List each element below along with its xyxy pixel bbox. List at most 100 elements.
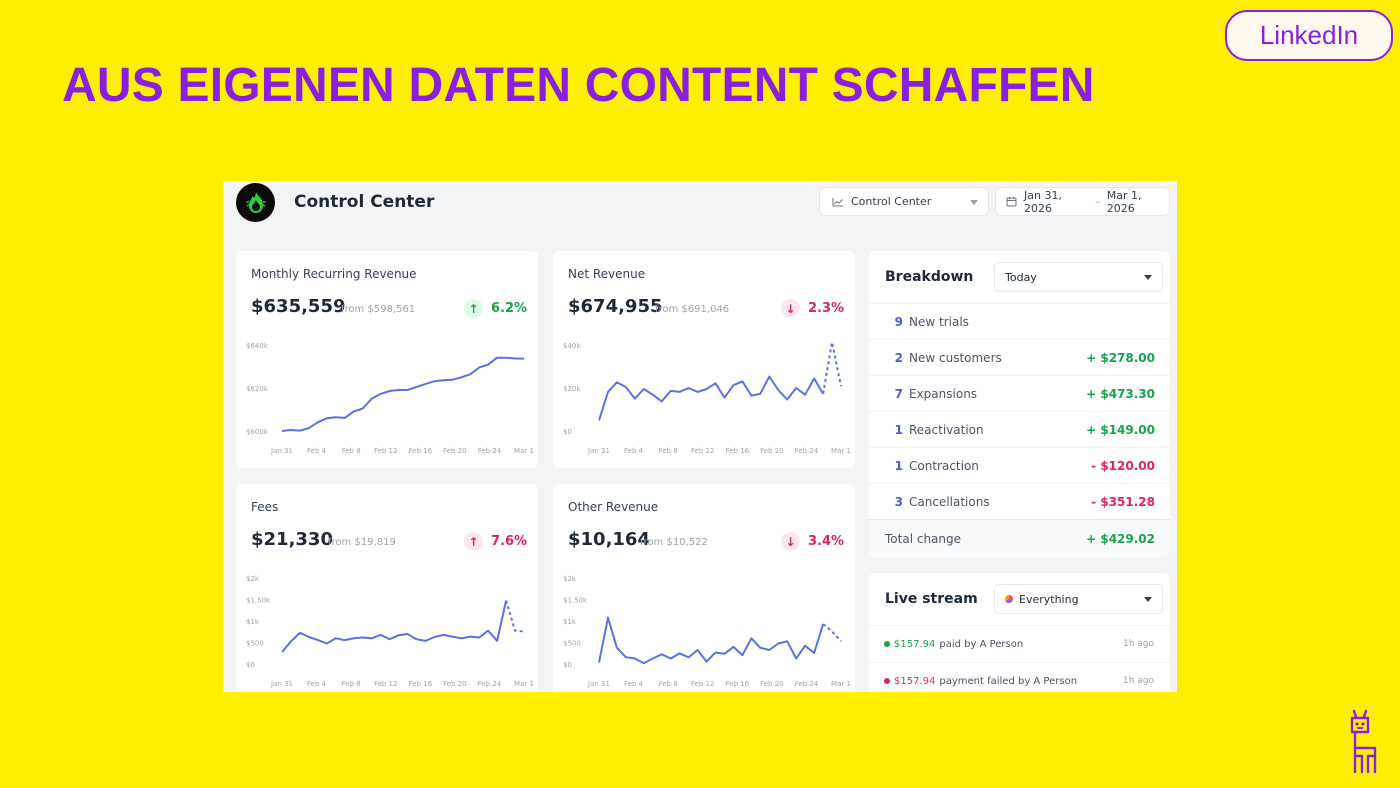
event-time: 1h ago <box>1122 639 1154 649</box>
mrr-chart: $600k $620k $640k Jan 31 Feb 4 Feb 8 Feb 12 Feb… <box>246 342 534 455</box>
x-tick-label: Jan 31 <box>270 447 293 455</box>
chevron-down-icon <box>1144 597 1152 602</box>
row-count: 1 <box>894 458 903 473</box>
x-tick-label: Feb 20 <box>760 680 784 688</box>
y-tick-label: $600k <box>246 428 269 436</box>
date-to: Mar 1, 2026 <box>1106 188 1142 215</box>
row-count: 2 <box>894 350 903 365</box>
row-amount: + $473.30 <box>1086 386 1155 401</box>
calendar-icon <box>1006 196 1017 207</box>
series-line-projection <box>822 341 842 394</box>
fees-chart: $0 $500 $1k $1,50k $2k Jan 31 Feb 4 Feb 8 Feb 12… <box>246 575 534 688</box>
row-amount: + $149.00 <box>1086 422 1155 437</box>
period-value: Today <box>1005 270 1037 284</box>
linkedin-button[interactable]: LinkedIn <box>1225 10 1393 61</box>
card-net-revenue[interactable]: Net Revenue $674,955 from $691,046 ↓ 2.3… <box>553 251 855 468</box>
breakdown-row[interactable]: 7 Expansions + $473.30 <box>869 375 1170 411</box>
breakdown-row[interactable]: 2 New customers + $278.00 <box>869 339 1170 375</box>
total-amount: + $429.02 <box>1086 531 1155 546</box>
event-amount: $157.94 <box>894 638 936 650</box>
x-tick-label: Feb 12 <box>374 447 398 455</box>
x-tick-label: Feb 4 <box>624 447 644 455</box>
dashboard-title: Control Center <box>294 192 435 212</box>
chevron-down-icon <box>1144 275 1152 280</box>
live-stream-panel: Live stream Everything $157.94 paid by A … <box>869 573 1170 692</box>
y-tick-label: $20k <box>563 385 581 393</box>
row-label: Expansions <box>909 386 978 401</box>
event-amount: $157.94 <box>894 675 936 687</box>
y-tick-label: $1,50k <box>246 597 271 605</box>
dashboard-screenshot: Control Center Control Center Jan 31, 20… <box>223 181 1177 692</box>
y-tick-label: $1,50k <box>563 597 588 605</box>
breakdown-title: Breakdown <box>885 269 974 285</box>
dashboard-header: Control Center Control Center Jan 31, 20… <box>223 181 1177 223</box>
filter-value: Everything <box>1019 592 1079 606</box>
event-time: 1h ago <box>1122 676 1154 686</box>
row-label: Contraction <box>909 458 979 473</box>
arrow-down-icon: ↓ <box>781 532 800 551</box>
date-range-picker[interactable]: Jan 31, 2026 – Mar 1, 2026 <box>995 187 1170 216</box>
breakdown-total: Total change + $429.02 <box>869 519 1170 557</box>
live-stream-title: Live stream <box>885 591 978 607</box>
breakdown-row[interactable]: 1 Contraction - $120.00 <box>869 447 1170 483</box>
card-label: Fees <box>251 500 279 514</box>
breakdown-row[interactable]: 9 New trials <box>869 303 1170 339</box>
breakdown-row[interactable]: 1 Reactivation + $149.00 <box>869 411 1170 447</box>
card-value: $635,559 <box>251 296 346 317</box>
other-revenue-chart: $0 $500 $1k $1,50k $2k Jan 31 Feb 4 Feb 8 Feb 12… <box>563 575 851 688</box>
date-from: Jan 31, 2026 <box>1024 188 1062 215</box>
x-tick-label: Jan 31 <box>587 680 610 688</box>
x-tick-label: Feb 16 <box>409 447 433 455</box>
live-stream-filter[interactable]: Everything <box>994 584 1163 614</box>
series-line-projection <box>822 623 842 642</box>
breakdown-panel: Breakdown Today 9 New trials 2 New customer… <box>869 251 1170 557</box>
x-tick-label: Mar 1 <box>514 680 534 688</box>
x-tick-label: Feb 20 <box>760 447 784 455</box>
date-separator: – <box>1095 195 1101 208</box>
series-line <box>281 600 508 653</box>
card-change: 2.3% <box>808 301 845 316</box>
y-tick-label: $500 <box>563 640 581 648</box>
report-select[interactable]: Control Center <box>819 187 989 216</box>
row-count: 3 <box>894 494 903 509</box>
row-amount: - $351.28 <box>1091 494 1155 509</box>
row-count: 9 <box>894 314 903 329</box>
card-mrr[interactable]: Monthly Recurring Revenue $635,559 from … <box>236 251 538 468</box>
y-tick-label: $1k <box>563 618 577 626</box>
row-count: 1 <box>894 422 903 437</box>
x-tick-label: Feb 16 <box>726 680 750 688</box>
event-text: payment failed by A Person <box>939 675 1078 687</box>
y-tick-label: $40k <box>563 342 581 350</box>
card-label: Other Revenue <box>568 500 659 514</box>
y-tick-label: $2k <box>246 575 260 583</box>
chevron-down-icon <box>970 200 978 205</box>
y-tick-label: $0 <box>246 661 255 669</box>
fire-logo-icon[interactable] <box>236 183 275 222</box>
card-label: Net Revenue <box>568 267 646 281</box>
arrow-up-icon: ↑ <box>464 299 483 318</box>
card-other-revenue[interactable]: Other Revenue $10,164 from $10,522 ↓ 3.4… <box>553 484 855 692</box>
pie-dot-icon <box>1005 595 1013 603</box>
live-event-row[interactable]: $157.94 payment failed by A Person 1h ago <box>869 662 1170 692</box>
y-tick-label: $640k <box>246 342 269 350</box>
card-fees[interactable]: Fees $21,330 from $19,819 ↑ 7.6% $0 $500 $… <box>236 484 538 692</box>
series-line-projection <box>505 600 525 633</box>
x-tick-label: Feb 24 <box>795 680 819 688</box>
breakdown-period-select[interactable]: Today <box>994 262 1163 292</box>
x-tick-label: Feb 12 <box>691 680 715 688</box>
llama-icon <box>1350 709 1377 774</box>
live-event-row[interactable]: $157.94 paid by A Person 1h ago <box>869 625 1170 662</box>
row-label: Cancellations <box>909 494 990 509</box>
x-tick-label: Mar 1 <box>831 680 851 688</box>
x-tick-label: Feb 8 <box>659 680 678 688</box>
series-line <box>598 616 825 665</box>
card-from: from $691,046 <box>655 304 730 315</box>
status-dot-icon <box>884 641 890 647</box>
x-tick-label: Feb 16 <box>726 447 750 455</box>
breakdown-row[interactable]: 3 Cancellations - $351.28 <box>869 483 1170 519</box>
x-tick-label: Jan 31 <box>270 680 293 688</box>
x-tick-label: Feb 24 <box>795 447 819 455</box>
slide-title: AUS EIGENEN DATEN CONTENT SCHAFFEN <box>62 59 1095 112</box>
x-tick-label: Feb 8 <box>659 447 678 455</box>
x-tick-label: Feb 8 <box>342 680 361 688</box>
